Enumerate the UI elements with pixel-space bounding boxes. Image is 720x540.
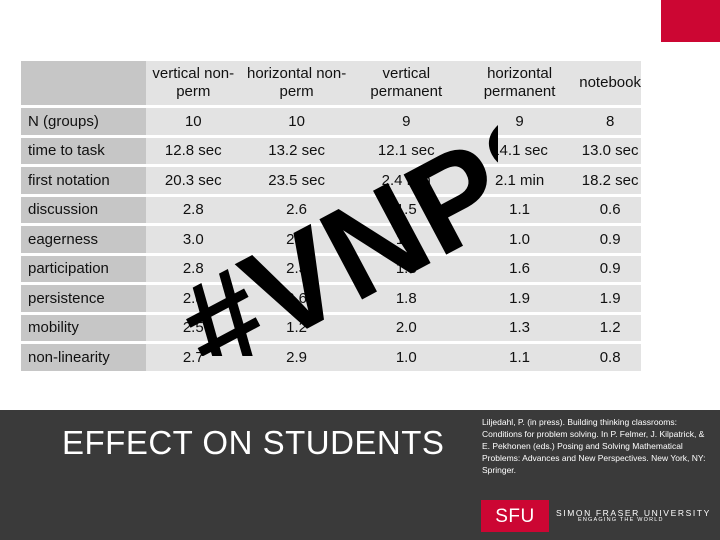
table-cell: 2.1 min [459, 167, 580, 197]
table-cell: 1.3 [459, 314, 580, 344]
row-label: discussion [21, 196, 146, 226]
table-cell: 0.8 [579, 344, 641, 374]
table-cell: 0.6 [579, 196, 641, 226]
table-cell: 1.8 [352, 255, 460, 285]
table-cell: 2.5 [240, 226, 353, 256]
table-row: N (groups) 10 10 9 9 8 [21, 108, 641, 138]
table-cell: 1.5 [352, 196, 460, 226]
row-label: persistence [21, 285, 146, 315]
table-row: discussion 2.8 2.6 1.5 1.1 0.6 [21, 196, 641, 226]
row-label: eagerness [21, 226, 146, 256]
table-cell: 0.9 [579, 255, 641, 285]
table-cell: 1.2 [352, 226, 460, 256]
column-header: notebook [579, 61, 641, 108]
table-cell: 10 [146, 108, 241, 138]
row-label: first notation [21, 167, 146, 197]
table-cell: 1.0 [459, 226, 580, 256]
table-cell: 20.3 sec [146, 167, 241, 197]
table-cell: 2.3 [240, 255, 353, 285]
table-cell: 1.6 [459, 255, 580, 285]
column-header: vertical non-perm [146, 61, 241, 108]
table-row: participation 2.8 2.3 1.8 1.6 0.9 [21, 255, 641, 285]
sfu-logo: SFU [481, 500, 549, 532]
corner-cell [21, 61, 146, 108]
table-cell: 2.5 [146, 314, 241, 344]
table-cell: 2.8 [146, 285, 241, 315]
table-cell: 12.1 sec [352, 137, 460, 167]
table-cell: 18.2 sec [579, 167, 641, 197]
table-cell: 2.4 min [352, 167, 460, 197]
table-cell: 23.5 sec [240, 167, 353, 197]
table-cell: 8 [579, 108, 641, 138]
table-row: mobility 2.5 1.2 2.0 1.3 1.2 [21, 314, 641, 344]
citation-text: Liljedahl, P. (in press). Building think… [482, 417, 706, 475]
row-label: participation [21, 255, 146, 285]
table-cell: 9 [352, 108, 460, 138]
column-header: horizontal non-perm [240, 61, 353, 108]
column-header: vertical permanent [352, 61, 460, 108]
table-row: time to task 12.8 sec 13.2 sec 12.1 sec … [21, 137, 641, 167]
accent-strip [661, 0, 720, 410]
row-label: time to task [21, 137, 146, 167]
table-row: first notation 20.3 sec 23.5 sec 2.4 min… [21, 167, 641, 197]
table-cell: 1.2 [240, 314, 353, 344]
table-cell: 1.1 [459, 196, 580, 226]
table-cell: 9 [459, 108, 580, 138]
table-cell: 1.1 [459, 344, 580, 374]
table-cell: 2.6 [240, 196, 353, 226]
table-cell: 2.8 [146, 255, 241, 285]
table-cell: 12.8 sec [146, 137, 241, 167]
table-cell: 10 [240, 108, 353, 138]
table-cell: 1.9 [579, 285, 641, 315]
table-row: persistence 2.8 2.6 1.8 1.9 1.9 [21, 285, 641, 315]
table-cell: 3.0 [146, 226, 241, 256]
table-cell: 0.9 [579, 226, 641, 256]
table-cell: 13.0 sec [579, 137, 641, 167]
university-tagline: ENGAGING THE WORLD [578, 517, 664, 523]
table-cell: 1.9 [459, 285, 580, 315]
column-header: horizontal permanent [459, 61, 580, 108]
row-label: N (groups) [21, 108, 146, 138]
footer-band: EFFECT ON STUDENTS Liljedahl, P. (in pre… [0, 410, 720, 540]
table-cell: 13.2 sec [240, 137, 353, 167]
row-label: mobility [21, 314, 146, 344]
row-label: non-linearity [21, 344, 146, 374]
table-cell: 1.0 [352, 344, 460, 374]
table-cell: 1.8 [352, 285, 460, 315]
table-row: non-linearity 2.7 2.9 1.0 1.1 0.8 [21, 344, 641, 374]
accent-tab [661, 0, 720, 42]
table-cell: 14.1 sec [459, 137, 580, 167]
table-cell: 2.6 [240, 285, 353, 315]
header-row: vertical non-perm horizontal non-perm ve… [21, 61, 641, 108]
footer-title: EFFECT ON STUDENTS [62, 424, 445, 461]
table-cell: 2.0 [352, 314, 460, 344]
data-table: vertical non-perm horizontal non-perm ve… [21, 61, 641, 374]
table-cell: 2.8 [146, 196, 241, 226]
table-cell: 2.7 [146, 344, 241, 374]
table-cell: 1.2 [579, 314, 641, 344]
table-cell: 2.9 [240, 344, 353, 374]
university-name: SIMON FRASER UNIVERSITY [556, 508, 711, 518]
table-row: eagerness 3.0 2.5 1.2 1.0 0.9 [21, 226, 641, 256]
